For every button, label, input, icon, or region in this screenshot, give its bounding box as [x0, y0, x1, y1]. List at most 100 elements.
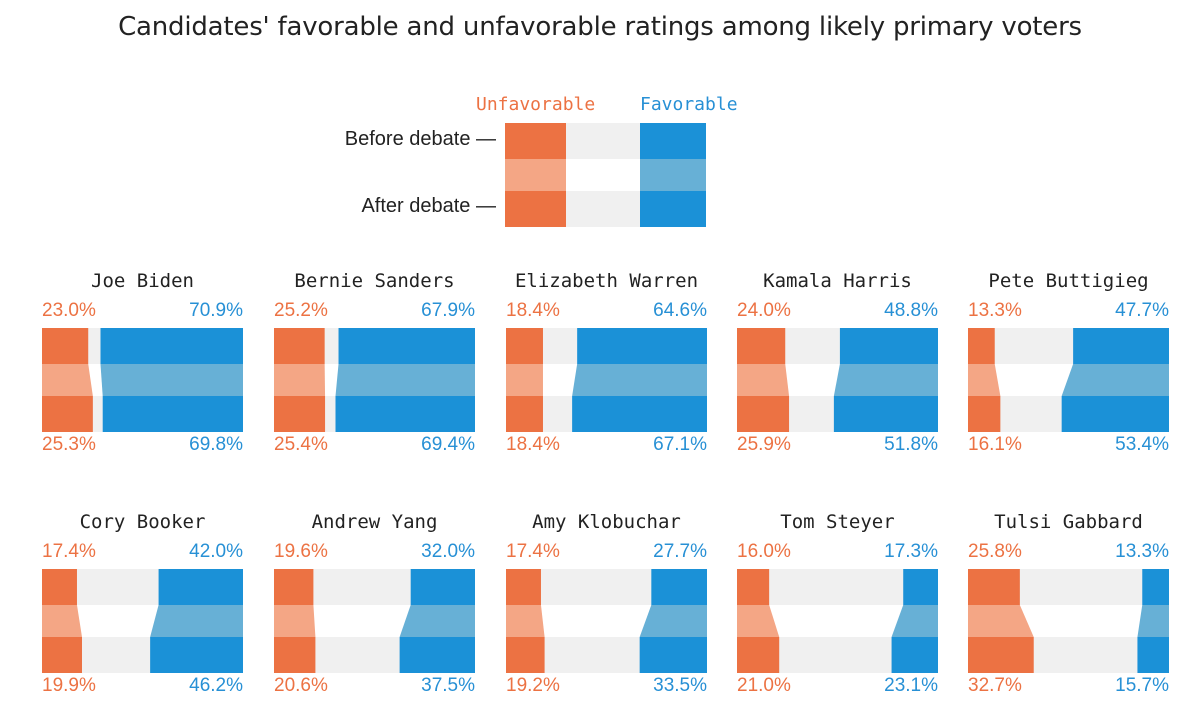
before-unfavorable-label: 17.4%	[42, 541, 96, 562]
bars-bernie-sanders	[274, 328, 475, 432]
bar-favorable-transition	[639, 605, 707, 637]
candidate-name: Amy Klobuchar	[532, 511, 681, 533]
bar-favorable-transition	[1137, 605, 1169, 637]
before-favorable-label: 42.0%	[189, 541, 243, 562]
bars-pete-buttigieg	[968, 328, 1169, 432]
bar-unfavorable-transition	[42, 605, 82, 637]
bar-favorable-transition	[335, 364, 475, 396]
panel-cory-booker: Cory Booker 17.4% 42.0% 19.9% 46.2%	[42, 511, 243, 696]
bar-unfavorable-before	[506, 328, 543, 364]
bar-favorable-before	[410, 569, 475, 605]
bar-unfavorable-after	[42, 637, 82, 673]
candidate-name: Tulsi Gabbard	[994, 511, 1143, 533]
after-unfavorable-label: 25.9%	[737, 434, 791, 455]
legend-fav-after	[640, 191, 706, 227]
bar-unfavorable-after	[737, 637, 780, 673]
before-favorable-label: 67.9%	[421, 300, 475, 321]
bar-favorable-after	[891, 637, 938, 673]
after-favorable-label: 15.7%	[1115, 675, 1169, 696]
bar-favorable-after	[150, 637, 243, 673]
candidate-name: Bernie Sanders	[294, 270, 455, 292]
bar-favorable-transition	[572, 364, 707, 396]
bar-favorable-transition	[150, 605, 243, 637]
bar-unfavorable-before	[968, 328, 995, 364]
panel-pete-buttigieg: Pete Buttigieg 13.3% 47.7% 16.1% 53.4%	[968, 270, 1169, 455]
legend-unfav-after	[505, 191, 566, 227]
after-unfavorable-label: 18.4%	[506, 434, 560, 455]
after-unfavorable-label: 19.9%	[42, 675, 96, 696]
bar-favorable-before	[100, 328, 243, 364]
bar-unfavorable-transition	[506, 605, 545, 637]
bar-unfavorable-transition	[968, 364, 1001, 396]
after-unfavorable-label: 19.2%	[506, 675, 560, 696]
before-unfavorable-label: 17.4%	[506, 541, 560, 562]
after-unfavorable-label: 25.3%	[42, 434, 96, 455]
bar-unfavorable-after	[968, 637, 1034, 673]
bar-favorable-after	[1061, 396, 1169, 432]
before-favorable-label: 32.0%	[421, 541, 475, 562]
bar-unfavorable-before	[968, 569, 1020, 605]
bar-unfavorable-before	[274, 569, 314, 605]
bar-favorable-before	[1073, 328, 1169, 364]
bar-favorable-before	[158, 569, 243, 605]
legend-fav-before	[640, 123, 706, 159]
after-favorable-label: 69.8%	[189, 434, 243, 455]
bars-andrew-yang	[274, 569, 475, 673]
bar-unfavorable-before	[42, 569, 77, 605]
before-unfavorable-label: 16.0%	[737, 541, 791, 562]
panel-andrew-yang: Andrew Yang 19.6% 32.0% 20.6% 37.5%	[274, 511, 475, 696]
bar-favorable-before	[903, 569, 938, 605]
after-unfavorable-label: 21.0%	[737, 675, 791, 696]
legend-unfav-transition	[505, 159, 566, 191]
candidate-name: Elizabeth Warren	[514, 270, 699, 292]
bar-favorable-before	[577, 328, 707, 364]
before-unfavorable-label: 19.6%	[274, 541, 328, 562]
bar-unfavorable-after	[506, 637, 545, 673]
bar-unfavorable-transition	[737, 364, 790, 396]
bar-favorable-transition	[891, 605, 938, 637]
bar-unfavorable-after	[274, 637, 316, 673]
after-favorable-label: 51.8%	[884, 434, 938, 455]
before-unfavorable-label: 24.0%	[737, 300, 791, 321]
before-favorable-label: 17.3%	[884, 541, 938, 562]
bars-elizabeth-warren	[506, 328, 707, 432]
chart-title: Candidates' favorable and unfavorable ra…	[118, 12, 1082, 42]
bars-kamala-harris	[737, 328, 938, 432]
bar-unfavorable-transition	[506, 364, 543, 396]
candidate-name: Pete Buttigieg	[988, 270, 1149, 292]
after-unfavorable-label: 32.7%	[968, 675, 1022, 696]
legend-favorable: Favorable	[640, 94, 738, 115]
bars-joe-biden	[42, 328, 243, 432]
candidate-name: Joe Biden	[91, 270, 194, 292]
bar-unfavorable-after	[737, 396, 790, 432]
bar-unfavorable-transition	[968, 605, 1034, 637]
bar-unfavorable-before	[737, 328, 786, 364]
bar-favorable-transition	[399, 605, 475, 637]
after-unfavorable-label: 25.4%	[274, 434, 328, 455]
after-favorable-label: 46.2%	[189, 675, 243, 696]
before-favorable-label: 48.8%	[884, 300, 938, 321]
before-favorable-label: 27.7%	[653, 541, 707, 562]
bar-favorable-transition	[1061, 364, 1169, 396]
bar-unfavorable-before	[737, 569, 770, 605]
bar-unfavorable-after	[506, 396, 543, 432]
after-favorable-label: 33.5%	[653, 675, 707, 696]
panel-joe-biden: Joe Biden 23.0% 70.9% 25.3% 69.8%	[42, 270, 243, 455]
before-unfavorable-label: 18.4%	[506, 300, 560, 321]
legend-unfavorable: Unfavorable	[476, 94, 596, 115]
bars-cory-booker	[42, 569, 243, 673]
before-unfavorable-label: 23.0%	[42, 300, 96, 321]
before-unfavorable-label: 25.8%	[968, 541, 1022, 562]
panel-amy-klobuchar: Amy Klobuchar 17.4% 27.7% 19.2% 33.5%	[506, 511, 707, 696]
before-unfavorable-label: 25.2%	[274, 300, 328, 321]
panel-kamala-harris: Kamala Harris 24.0% 48.8% 25.9% 51.8%	[737, 270, 938, 455]
after-unfavorable-label: 16.1%	[968, 434, 1022, 455]
legend-before-debate: Before debate —	[344, 128, 496, 150]
bar-unfavorable-after	[274, 396, 326, 432]
bar-unfavorable-before	[274, 328, 325, 364]
bar-unfavorable-before	[42, 328, 89, 364]
bar-favorable-before	[651, 569, 707, 605]
bar-favorable-transition	[833, 364, 938, 396]
bar-favorable-after	[102, 396, 243, 432]
bar-unfavorable-before	[506, 569, 541, 605]
